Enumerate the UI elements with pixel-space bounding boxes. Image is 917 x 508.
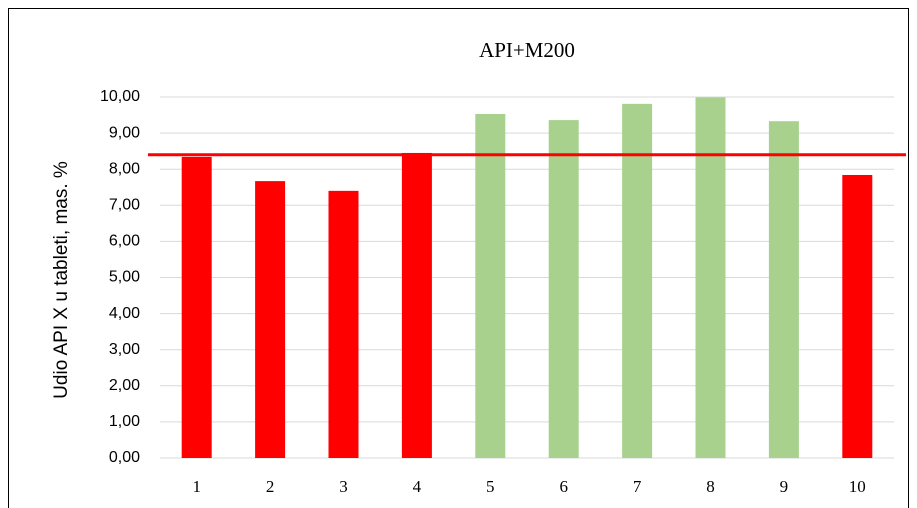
- x-tick-label: 1: [192, 477, 201, 496]
- x-tick-label: 2: [266, 477, 275, 496]
- bar: [768, 121, 799, 458]
- x-tick-label: 7: [633, 477, 642, 496]
- y-tick-label: 4,00: [109, 305, 140, 322]
- y-tick-label: 7,00: [109, 197, 140, 214]
- bar: [842, 174, 873, 458]
- bar: [548, 120, 579, 458]
- bar: [181, 156, 212, 458]
- x-tick-label: 9: [780, 477, 789, 496]
- bar: [622, 103, 653, 458]
- y-tick-label: 0,00: [109, 449, 140, 466]
- y-tick-label: 8,00: [109, 160, 140, 177]
- y-tick-label: 6,00: [109, 233, 140, 250]
- y-axis-label: Udio API X u tableti, mas. %: [51, 161, 72, 399]
- y-tick-label: 1,00: [109, 413, 140, 430]
- y-tick-label: 9,00: [109, 124, 140, 141]
- x-tick-label: 4: [413, 477, 422, 496]
- x-tick-label: 6: [559, 477, 568, 496]
- bar: [695, 97, 726, 459]
- x-tick-label: 5: [486, 477, 495, 496]
- y-tick-label: 3,00: [109, 341, 140, 358]
- x-tick-label: 8: [706, 477, 715, 496]
- chart-title: API+M200: [479, 38, 575, 62]
- bar: [328, 190, 359, 459]
- bar: [401, 152, 432, 458]
- bar: [255, 181, 286, 458]
- y-tick-label: 10,00: [100, 88, 140, 105]
- x-tick-label: 3: [339, 477, 348, 496]
- y-tick-label: 2,00: [109, 377, 140, 394]
- y-tick-label: 5,00: [109, 269, 140, 286]
- chart-border: [8, 8, 909, 508]
- x-tick-label: 10: [849, 477, 866, 496]
- bar: [475, 113, 506, 458]
